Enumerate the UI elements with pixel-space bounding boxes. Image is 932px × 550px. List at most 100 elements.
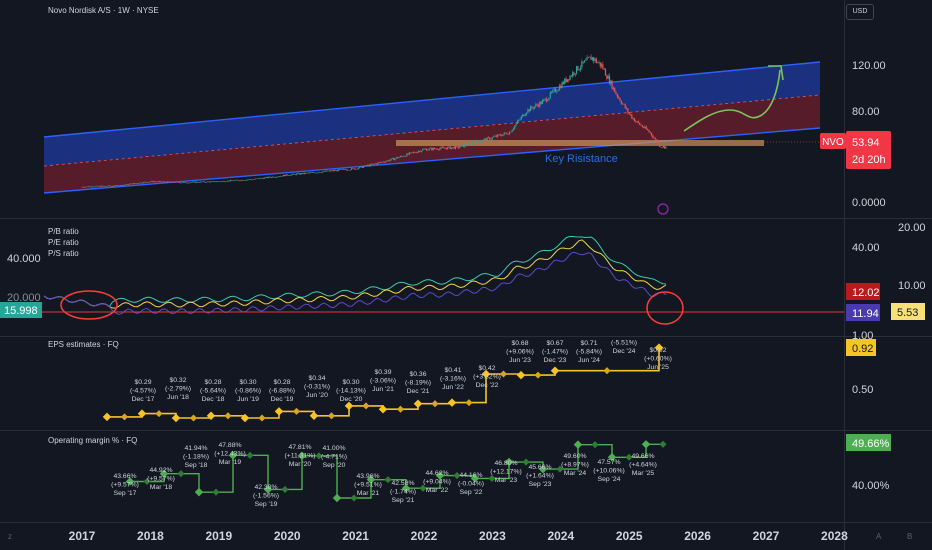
eps-label: (+0.60%) — [644, 356, 672, 363]
price-candle — [437, 149, 440, 151]
price-candle — [490, 138, 492, 140]
price-axis-label: 0.0000 — [852, 197, 886, 209]
margin-point — [607, 453, 617, 462]
margin-label: Mar '18 — [150, 484, 173, 491]
price-candle — [448, 146, 450, 148]
margin-label: Sep '18 — [185, 462, 208, 469]
axes: 120.00 80.00 0.0000 NVO 53.94 2d 20h 40.000 20.… — [0, 60, 926, 543]
price-candle — [629, 114, 632, 115]
price-candle — [397, 157, 399, 159]
price-candle — [622, 103, 624, 105]
price-candle — [184, 182, 186, 183]
price-candle — [632, 118, 634, 119]
price-candle — [507, 134, 509, 135]
price-candle — [461, 144, 463, 146]
price-candle — [422, 149, 424, 151]
price-candle — [251, 179, 253, 181]
price-candle — [419, 150, 421, 152]
price-candle — [616, 94, 618, 97]
price-candle — [326, 170, 328, 172]
price-candle — [553, 88, 555, 91]
time-axis-label: 2024 — [547, 529, 574, 543]
eps-point-minor — [224, 412, 232, 420]
ratio-legend-ps: P/S ratio — [48, 249, 79, 258]
channel-midline — [43, 94, 821, 167]
price-candle — [352, 168, 354, 169]
price-candle — [531, 106, 533, 108]
eps-label: (-5.64%) — [200, 388, 226, 395]
eps-label: $0.29 — [134, 379, 151, 386]
margin-label: Mar '19 — [219, 459, 242, 466]
price-candle — [140, 182, 142, 184]
price-candle — [362, 166, 365, 168]
ratio-left-axis-label: 20.000 — [7, 292, 41, 304]
price-candle — [548, 97, 550, 100]
channel-upper-band — [44, 62, 820, 166]
price-candle — [224, 181, 226, 183]
margin-label: (-0.04%) — [458, 481, 484, 488]
eps-label: (-0.31%) — [304, 384, 330, 391]
price-pane: Key Risistance — [43, 54, 844, 215]
price-candle — [90, 186, 92, 188]
price-candle — [194, 181, 196, 183]
price-candle — [207, 181, 209, 183]
eps-label: (-5.84%) — [576, 349, 602, 356]
price-candle — [286, 174, 288, 176]
price-candle — [376, 163, 378, 165]
price-candle — [294, 174, 296, 175]
price-candle — [164, 181, 166, 183]
margin-label: 43.96% — [356, 473, 379, 480]
price-candle — [432, 147, 434, 150]
price-candle — [554, 88, 557, 92]
margin-label: Mar '24 — [564, 470, 587, 477]
price-candle — [598, 62, 600, 63]
margin-label: 41.94% — [184, 445, 207, 452]
price-candle — [176, 181, 178, 183]
price-candle — [345, 169, 347, 171]
price-candle — [143, 182, 145, 184]
price-candle — [340, 169, 342, 170]
eps-point — [447, 398, 457, 407]
price-candle — [597, 62, 599, 64]
price-candle — [537, 105, 540, 107]
time-axis-label: 2028 — [821, 529, 848, 543]
price-candle — [449, 146, 451, 149]
last-price-tag-bg — [846, 131, 891, 169]
price-candle — [420, 150, 422, 152]
price-candle — [84, 187, 86, 188]
time-axis-label: 2022 — [411, 529, 438, 543]
price-candle — [524, 114, 526, 117]
currency-selector[interactable]: USD — [846, 4, 874, 20]
price-candle — [623, 103, 625, 105]
price-candle — [532, 107, 534, 109]
price-candle — [276, 177, 278, 178]
price-candle — [316, 172, 319, 174]
price-candle — [545, 98, 547, 102]
price-candle — [391, 158, 394, 159]
price-candle — [344, 169, 346, 170]
margin-label: Sep '24 — [598, 476, 621, 483]
price-candle — [322, 171, 324, 173]
price-candle — [160, 181, 162, 182]
price-candle — [128, 183, 130, 185]
ratio-legend-pe: P/E ratio — [48, 238, 79, 247]
price-candle — [377, 162, 379, 165]
price-candle — [343, 169, 345, 170]
eps-label: Dec '22 — [476, 382, 499, 389]
price-candle — [312, 172, 315, 173]
price-candle — [289, 175, 291, 177]
price-candle — [515, 123, 517, 126]
price-candle — [178, 182, 180, 184]
price-candle — [255, 178, 257, 180]
price-candle — [303, 172, 305, 174]
margin-point-minor — [522, 458, 530, 466]
price-candle — [114, 185, 116, 187]
key-resistance-zone — [396, 140, 764, 146]
price-candle — [206, 181, 208, 183]
eps-label: Dec '17 — [132, 396, 155, 403]
price-candle — [618, 96, 620, 99]
price-candle — [562, 82, 565, 84]
margin-label: (+9.57%) — [147, 476, 175, 483]
price-candle — [641, 125, 643, 127]
price-candle — [427, 149, 429, 151]
